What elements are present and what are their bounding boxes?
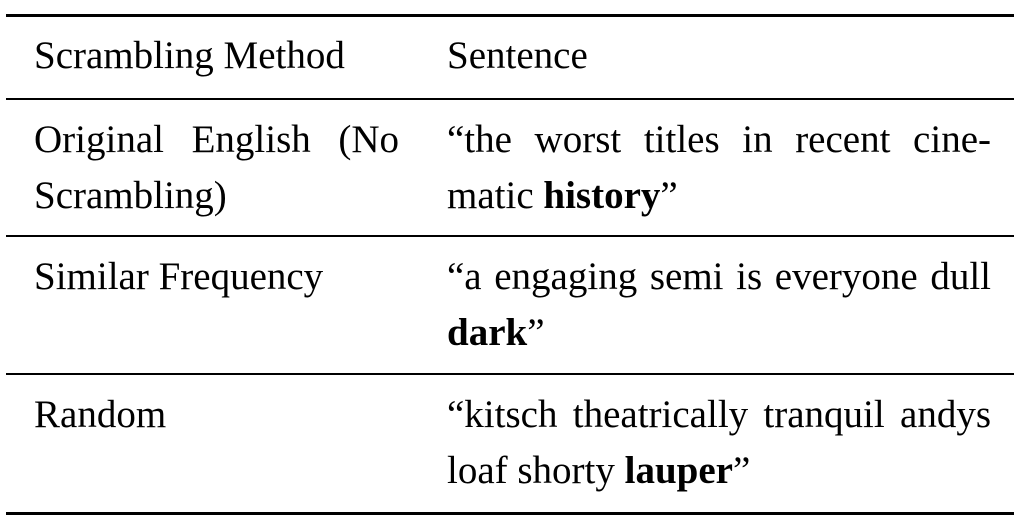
- sentence-cell: “the worst titles in recent cine-matic h…: [447, 112, 991, 224]
- header-sentence: Sentence: [447, 34, 588, 77]
- method-cell: Random: [34, 393, 167, 436]
- sentence-text: “the worst titles in recent cine-matic: [447, 118, 991, 217]
- sentence-close-quote: ”: [732, 449, 751, 492]
- sentence-text: “a engaging semi is everyone dull: [447, 255, 991, 298]
- method-cell: Original English (No Scrambling): [34, 118, 399, 217]
- table-row: Similar Frequency “a engaging semi is ev…: [6, 237, 1014, 373]
- table-header-row: Scrambling Method Sentence: [6, 17, 1014, 98]
- table-row: Original English (No Scrambling) “the wo…: [6, 100, 1014, 235]
- sentence-bold-word: dark: [447, 311, 528, 354]
- top-rule: [6, 14, 1014, 17]
- sentence-close-quote: ”: [527, 311, 545, 354]
- header-rule: [6, 98, 1014, 100]
- bottom-rule: [6, 512, 1014, 515]
- row-rule: [6, 373, 1014, 375]
- sentence-cell: “a engaging semi is everyone dull dark”: [447, 249, 991, 361]
- sentence-close-quote: ”: [660, 174, 678, 217]
- row-rule: [6, 235, 1014, 237]
- sentence-cell: “kitsch theatrically tranquil andys loaf…: [447, 387, 991, 499]
- sentence-bold-word: lauper: [624, 449, 733, 492]
- scrambling-table: Scrambling Method Sentence Original Engl…: [6, 14, 1014, 515]
- method-cell: Similar Frequency: [34, 255, 324, 298]
- sentence-bold-word: history: [543, 174, 661, 217]
- header-scrambling-method: Scrambling Method: [34, 34, 345, 77]
- sentence-text: “kitsch theatrically tranquil andys loaf…: [447, 393, 991, 492]
- table-row: Random “kitsch theatrically tranquil and…: [6, 375, 1014, 512]
